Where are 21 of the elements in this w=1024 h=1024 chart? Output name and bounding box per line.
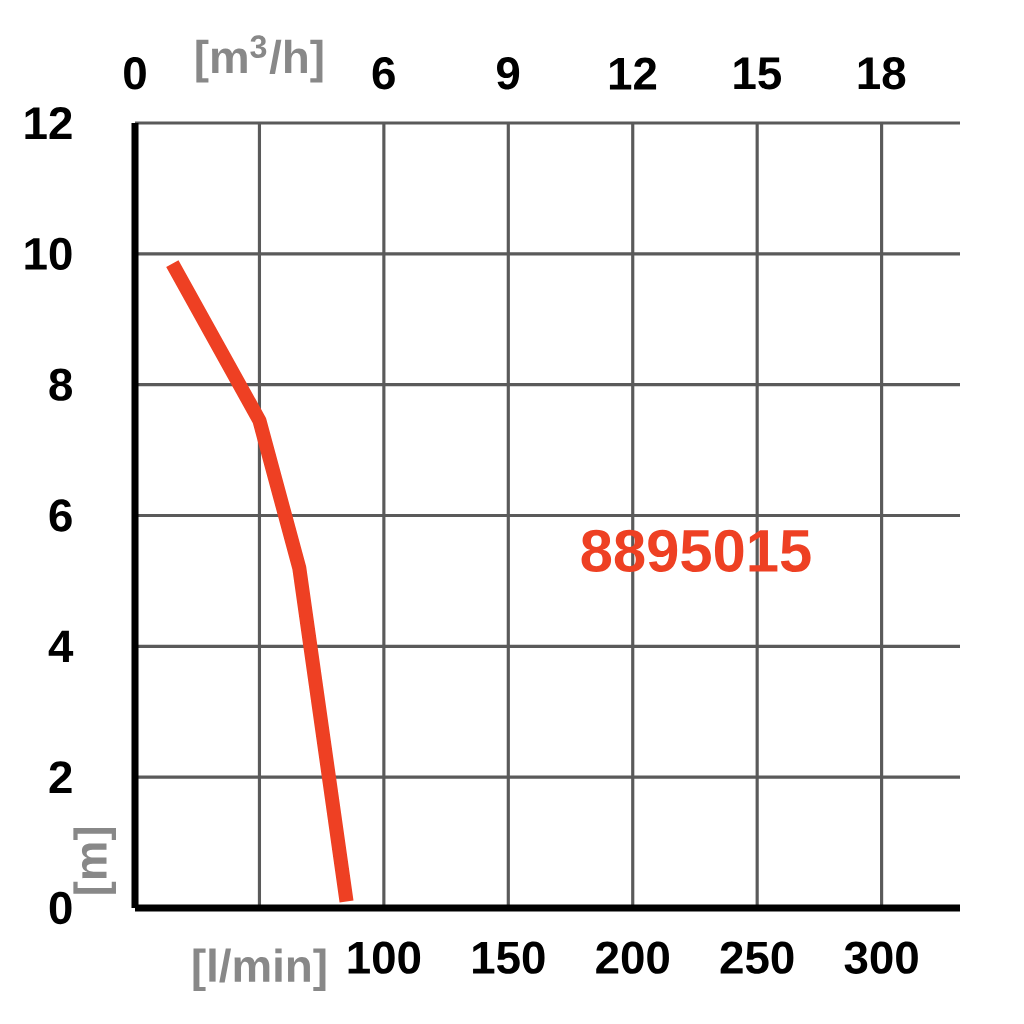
y-tick-label: 10 bbox=[25, 237, 72, 270]
y-tick-label: 0 bbox=[49, 891, 72, 925]
x2-tick-label: 9 bbox=[497, 57, 520, 90]
y-tick-label: 12 bbox=[25, 107, 72, 139]
x-tick-label: 200 bbox=[596, 941, 669, 974]
x2-tick-label: 18 bbox=[858, 57, 906, 90]
x-tick-label: 100 bbox=[348, 941, 421, 974]
x-tick-label: 150 bbox=[473, 941, 545, 974]
x2-tick-label: 0 bbox=[124, 57, 146, 90]
x2-tick-label: 15 bbox=[734, 57, 781, 90]
y-axis-title: [m] bbox=[73, 827, 116, 894]
y-tick-label: 6 bbox=[49, 499, 72, 532]
y-tick-label: 4 bbox=[48, 630, 74, 663]
x-tick-label: 250 bbox=[720, 941, 794, 974]
y-tick-label: 2 bbox=[49, 761, 72, 794]
x-axis-title: [l/min] bbox=[193, 948, 326, 992]
y-tick-label: 8 bbox=[49, 368, 72, 401]
x2-tick-label: 12 bbox=[609, 57, 657, 90]
x-tick-label: 300 bbox=[844, 941, 918, 974]
x2-tick-label: 6 bbox=[372, 57, 395, 90]
x2-axis-title: [m$^{3}$/h] bbox=[196, 35, 323, 83]
